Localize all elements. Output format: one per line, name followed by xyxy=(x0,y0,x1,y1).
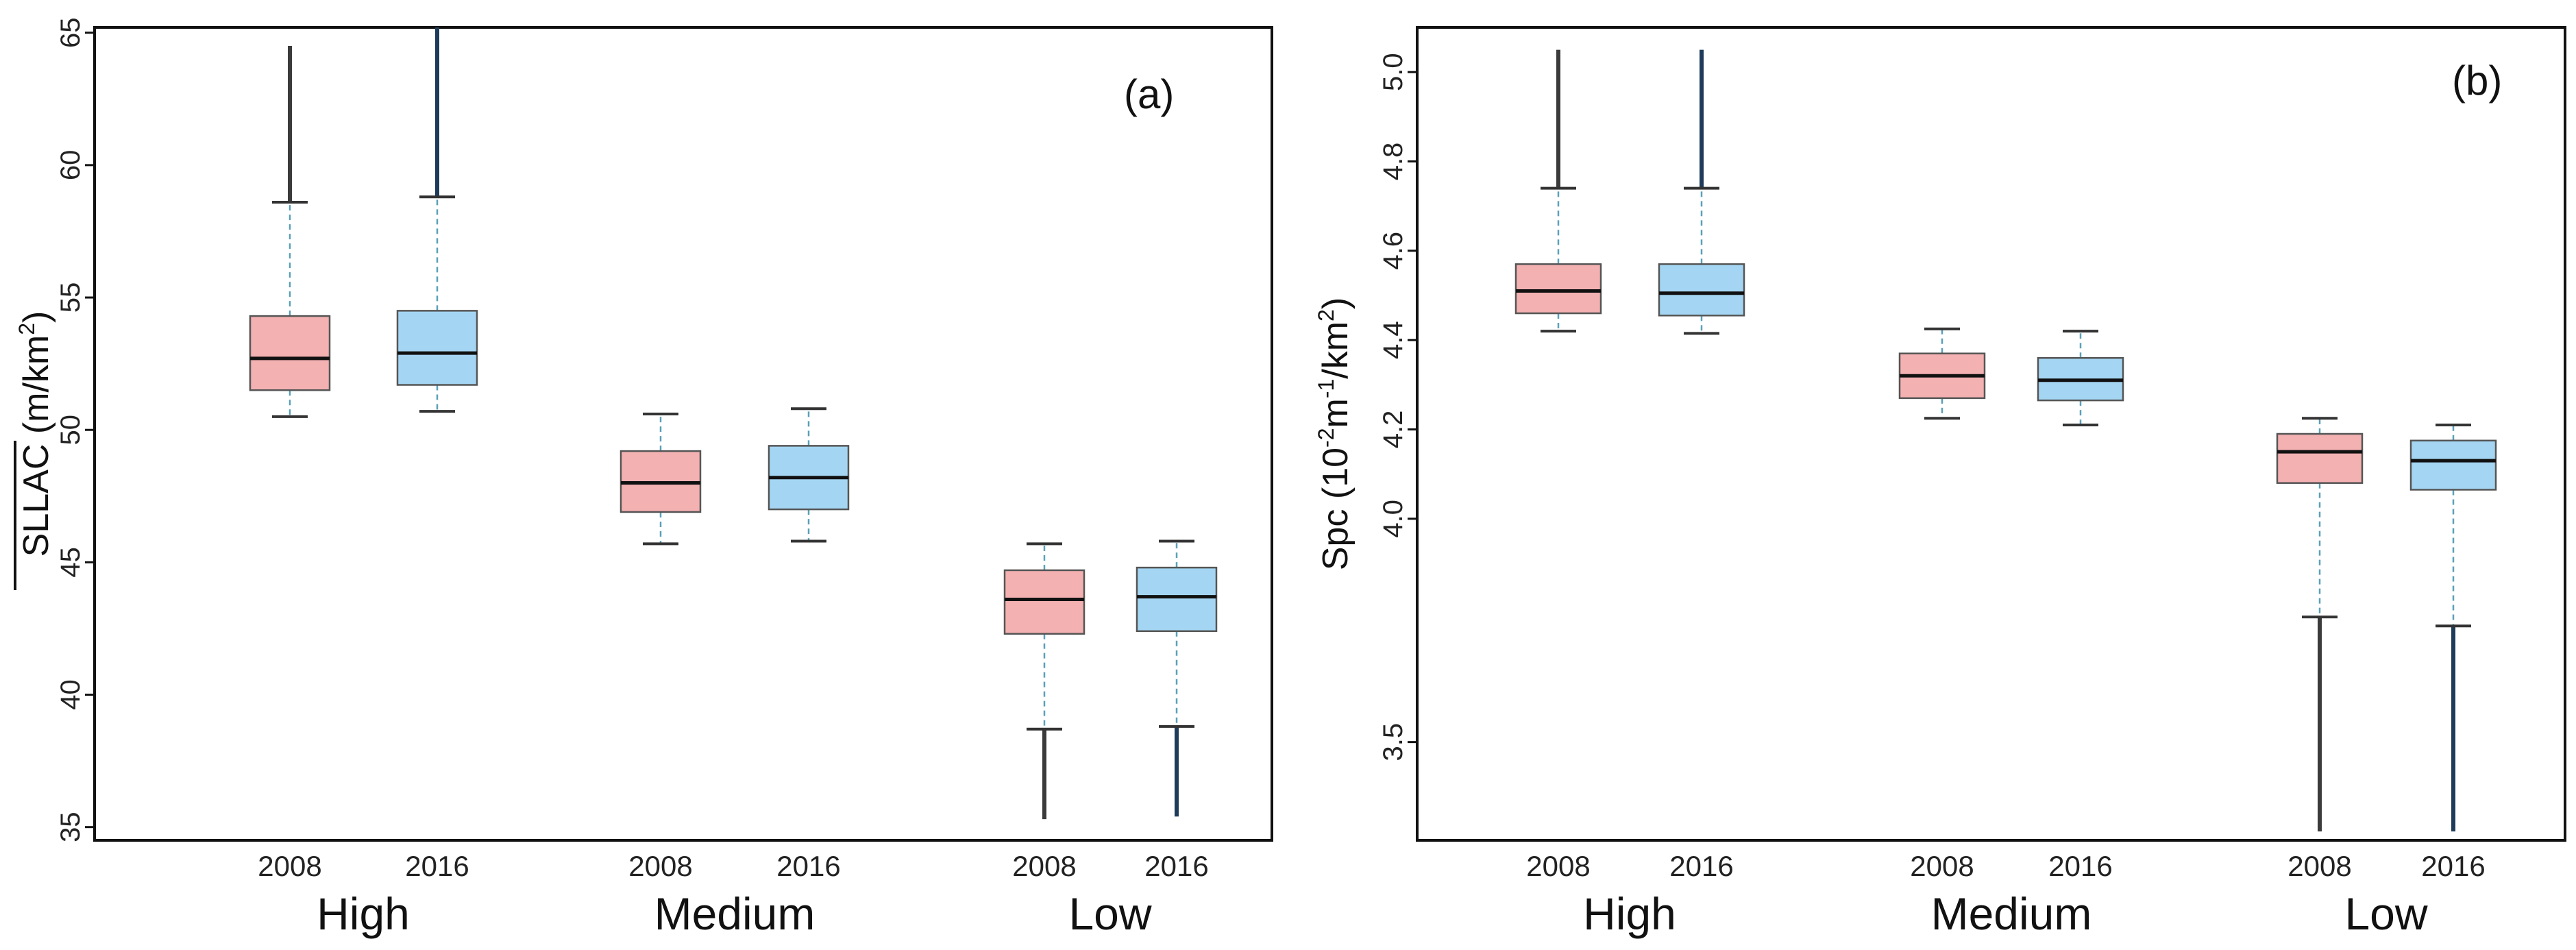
iqr-box xyxy=(2276,433,2364,484)
panel-b-ylabel-sup3: 2 xyxy=(1314,309,1338,321)
year-label: 2008 xyxy=(258,850,321,882)
panel-b-ylabel-mid2: /km xyxy=(1316,321,1356,379)
iqr-box xyxy=(1658,263,1745,317)
panel-a-ylabel-unit-open: (m/km xyxy=(16,335,56,444)
group-label: Low xyxy=(2344,888,2427,939)
panel-b-y-axis: 3.5 4.0 4.2 4.4 4.6 4.8 5.0 xyxy=(1378,53,1417,761)
group-label: Low xyxy=(1068,888,1151,939)
panel-b-ylabel-unit-open: (10 xyxy=(1316,448,1356,509)
svg-text:SLLAC (m/km2): SLLAC (m/km2) xyxy=(14,311,56,557)
panel-b-ylabel-sup1: -2 xyxy=(1314,428,1338,448)
panel-a-boxplot: 35 40 45 50 55 60 65 2008 2016 High 2008 2016 Mediu… xyxy=(14,17,1273,939)
y-tick-label: 55 xyxy=(56,282,86,313)
box-low-2008 xyxy=(1003,542,1085,820)
iqr-box xyxy=(2409,439,2497,491)
y-tick-label: 4.8 xyxy=(1378,143,1408,181)
y-tick-label: 4.0 xyxy=(1378,500,1408,538)
box-medium-2008 xyxy=(620,413,702,546)
panel-b-y-axis-title: Spc (10-2m-1/km2) xyxy=(1314,297,1356,570)
panel-a-y-axis-title: SLLAC (m/km2) xyxy=(14,311,56,590)
panel-a-ylabel-main: SLLAC xyxy=(16,444,56,557)
y-tick-label: 5.0 xyxy=(1378,53,1408,91)
year-label: 2016 xyxy=(1144,850,1208,882)
year-label: 2008 xyxy=(628,850,692,882)
group-label: Medium xyxy=(1931,888,2092,939)
panel-b-label: (b) xyxy=(2452,58,2502,103)
y-tick-label: 45 xyxy=(56,547,86,578)
box-high-2016 xyxy=(396,27,478,413)
box-high-2008 xyxy=(1514,49,1602,333)
box-low-2016 xyxy=(1136,539,1218,817)
y-tick-label: 65 xyxy=(56,17,86,47)
panel-b-ylabel-sup2: -1 xyxy=(1314,379,1338,398)
panel-b-frame xyxy=(1416,26,2566,842)
iqr-box xyxy=(1136,566,1218,633)
box-medium-2008 xyxy=(1898,327,1986,420)
y-tick-label: 50 xyxy=(56,415,86,446)
iqr-box xyxy=(1514,263,1602,315)
panel-b-boxes xyxy=(1514,49,2497,831)
svg-text:Spc (10-2m-1/km2): Spc (10-2m-1/km2) xyxy=(1314,297,1356,570)
year-label: 2016 xyxy=(405,850,469,882)
group-label: Medium xyxy=(654,888,815,939)
box-low-2008 xyxy=(2276,417,2364,831)
panel-a-x-axis: 2008 2016 High 2008 2016 Medium 2008 2016 Low xyxy=(258,850,1208,939)
box-high-2016 xyxy=(1658,49,1745,335)
year-label: 2008 xyxy=(1526,850,1590,882)
panel-b-x-axis: 2008 2016 High 2008 2016 Medium 2008 2016 Low xyxy=(1526,850,2485,939)
panel-b-ylabel-unit-close: ) xyxy=(1316,297,1356,309)
panel-a-label: (a) xyxy=(1124,71,1174,117)
box-low-2016 xyxy=(2409,423,2497,831)
box-medium-2016 xyxy=(768,407,850,543)
iqr-box xyxy=(396,310,478,386)
group-label: High xyxy=(317,888,410,939)
group-label: High xyxy=(1583,888,1676,939)
year-label: 2008 xyxy=(1910,850,1974,882)
y-tick-label: 4.4 xyxy=(1378,321,1408,359)
iqr-box xyxy=(1003,569,1085,635)
y-tick-label: 35 xyxy=(56,812,86,842)
year-label: 2008 xyxy=(1012,850,1076,882)
box-medium-2016 xyxy=(2037,330,2124,426)
y-tick-label: 3.5 xyxy=(1378,723,1408,762)
panel-a-ylabel-unit-close: ) xyxy=(16,311,56,323)
iqr-box xyxy=(249,315,331,391)
y-tick-label: 4.2 xyxy=(1378,411,1408,449)
year-label: 2008 xyxy=(2287,850,2351,882)
year-label: 2016 xyxy=(2048,850,2112,882)
y-tick-label: 4.6 xyxy=(1378,232,1408,270)
panel-b-ylabel-main: Spc xyxy=(1316,509,1356,571)
panel-a-boxes xyxy=(249,27,1218,820)
panel-a-y-axis: 35 40 45 50 55 60 65 xyxy=(56,17,95,842)
panel-a-frame xyxy=(93,26,1273,842)
panel-b-ylabel-mid: m xyxy=(1316,398,1356,428)
y-tick-label: 40 xyxy=(56,679,86,710)
panel-a-ylabel-unit-sup: 2 xyxy=(14,323,39,335)
year-label: 2016 xyxy=(2421,850,2485,882)
year-label: 2016 xyxy=(776,850,840,882)
y-tick-label: 60 xyxy=(56,150,86,181)
year-label: 2016 xyxy=(1669,850,1733,882)
box-high-2008 xyxy=(249,46,331,418)
